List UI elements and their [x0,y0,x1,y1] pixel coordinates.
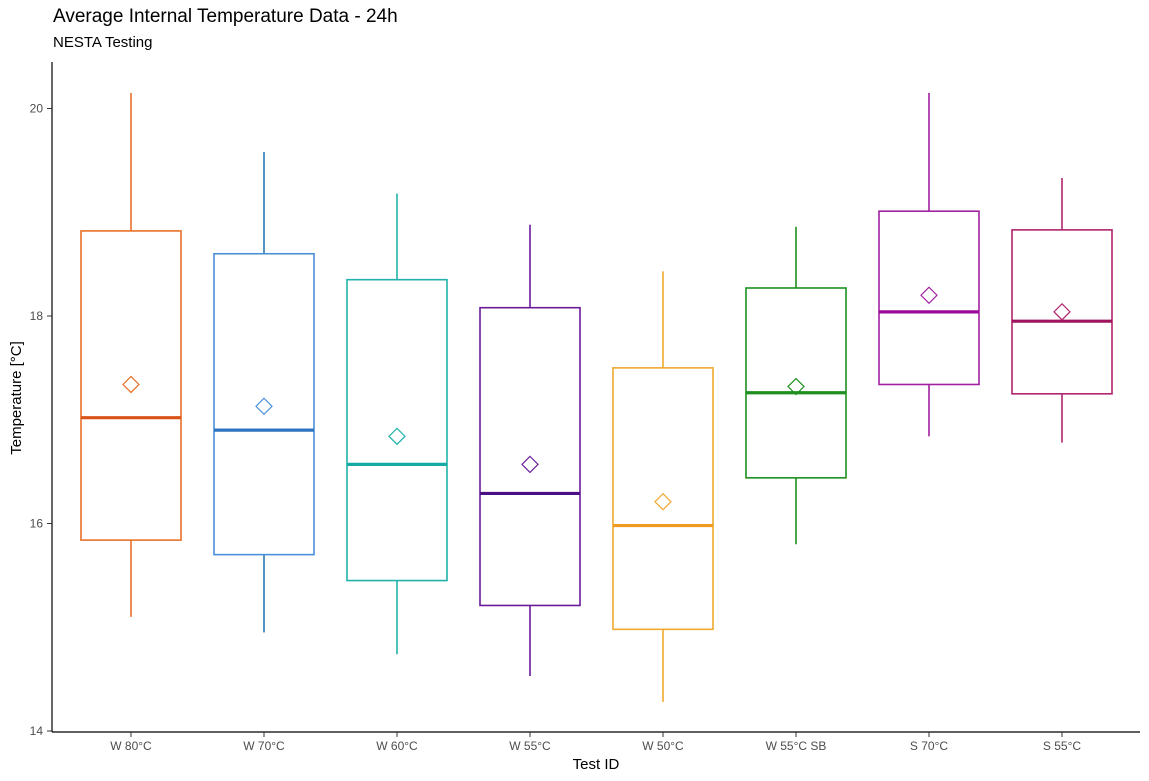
y-tick-label: 18 [30,309,44,323]
mean-marker [787,377,805,396]
box [213,252,315,556]
plot-area [80,92,1113,702]
box-group [346,193,448,655]
box [479,306,581,607]
y-tick-label: 16 [30,517,44,531]
box [612,367,714,631]
x-tick-label: W 50°C [642,739,684,753]
x-tick-label: W 60°C [376,739,418,753]
chart-subtitle: NESTA Testing [53,34,153,51]
mean-marker [654,492,672,511]
y-tick-label: 14 [30,724,44,738]
x-tick-label: W 55°C SB [766,739,827,753]
box [878,210,980,386]
box-group [479,224,581,677]
mean-marker [122,375,140,394]
mean-marker [521,455,539,474]
box-group [213,152,315,633]
x-tick-label: W 70°C [243,739,285,753]
box [346,278,448,582]
x-tick-label: S 55°C [1043,739,1081,753]
box [745,287,847,479]
mean-marker [920,286,938,305]
box-group [612,271,714,702]
axes: Test ID Temperature [°C] 14 16 18 20 W 80°C W… [8,62,1140,773]
x-tick-label: W 80°C [110,739,152,753]
box-group [745,226,847,545]
box [80,230,182,541]
box [1011,229,1113,395]
x-tick-label: S 70°C [910,739,948,753]
x-tick-label: W 55°C [509,739,551,753]
y-tick-label: 20 [30,102,44,116]
x-axis-title: Test ID [573,756,620,773]
y-axis-title: Temperature [°C] [8,341,25,455]
box-group [878,92,980,437]
mean-marker [255,397,273,416]
chart-title: Average Internal Temperature Data - 24h [53,6,398,27]
mean-marker [388,427,406,446]
box-group [80,92,182,617]
box-group [1011,178,1113,443]
mean-marker [1053,303,1071,321]
